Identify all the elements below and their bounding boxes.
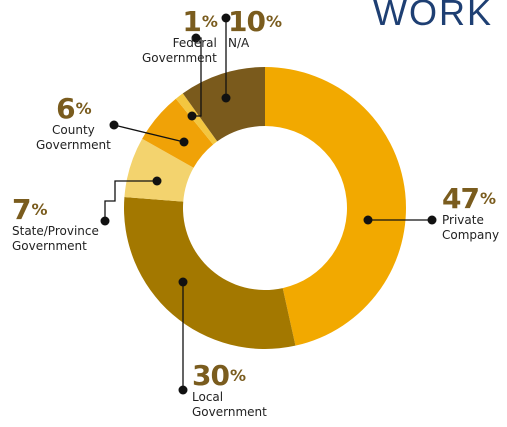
leader-dot-3-0 [179, 137, 189, 147]
percent-sign-0: % [479, 189, 496, 208]
leader-dot-5-1 [221, 13, 231, 23]
donut-slice-0 [265, 67, 406, 346]
slice-category-0: Private Company [442, 213, 499, 243]
leader-dot-4-1 [191, 33, 201, 43]
leader-dot-0-0 [363, 215, 373, 225]
percent-sign-1: % [229, 366, 246, 385]
chart-title: WORK [373, 0, 493, 33]
slice-category-4: Federal Government [142, 36, 217, 66]
slice-value-2: 7 [12, 193, 32, 226]
slice-category-line-3-0: County [52, 123, 95, 137]
slice-value-5: 10 [228, 5, 266, 38]
slice-percent-1: 30% [192, 362, 267, 390]
slice-category-line-2-0: State/Province [12, 224, 99, 238]
donut-slice-2 [124, 138, 194, 202]
slice-category-line-1-0: Local [192, 390, 224, 404]
leader-line-3 [113, 124, 185, 143]
slice-category-line-0-0: Private [442, 213, 484, 227]
slice-label-0: 47% Private Company [442, 185, 499, 243]
leader-dot-1-1 [178, 385, 188, 395]
leader-line-2 [104, 180, 157, 221]
slice-percent-2: 7% [12, 196, 99, 224]
slice-label-2: 7% State/Province Government [12, 196, 99, 254]
leader-dot-4-0 [187, 111, 197, 121]
slice-category-1: Local Government [192, 390, 267, 420]
slice-percent-4: 1% [142, 5, 218, 38]
donut-slice-4 [175, 93, 218, 145]
slice-percent-3: 6% [36, 95, 111, 123]
slice-label-3: 6% County Government [36, 95, 111, 153]
slice-category-line-4-1: Government [142, 51, 217, 65]
slice-category-line-1-1: Government [192, 405, 267, 419]
leader-dot-2-0 [152, 176, 162, 186]
slice-category-line-2-1: Government [12, 239, 87, 253]
donut-slice-1 [123, 197, 296, 349]
percent-sign-2: % [31, 200, 47, 219]
percent-sign-3: % [75, 99, 92, 118]
percent-sign-4: % [201, 12, 218, 31]
slice-percent-0: 47% [442, 185, 499, 213]
leader-dot-3-1 [109, 120, 119, 130]
slice-value-3: 6 [56, 92, 76, 125]
slice-category-5: N/A [228, 36, 281, 51]
slice-category-line-4-0: Federal [172, 36, 217, 50]
slice-category-line-3-1: Government [36, 138, 111, 152]
slice-value-4: 1 [182, 5, 202, 38]
slice-label-1: 30% Local Government [192, 362, 267, 420]
donut-slice-3 [142, 98, 214, 168]
slice-category-3: County Government [36, 123, 111, 153]
slice-percent-5: 10% [228, 5, 282, 38]
leader-dot-5-0 [221, 93, 231, 103]
slice-value-0: 47 [442, 182, 480, 215]
slice-label-5: 10% N/A [228, 5, 282, 51]
slice-value-1: 30 [192, 359, 230, 392]
percent-sign-5: % [265, 12, 282, 31]
leader-dot-2-1 [100, 216, 110, 226]
leader-dot-0-1 [427, 215, 437, 225]
slice-category-2: State/Province Government [12, 224, 99, 254]
slice-category-line-0-1: Company [442, 228, 500, 242]
slice-label-4: 1% Federal Government [142, 5, 218, 66]
donut-slice-5 [182, 67, 265, 142]
leader-dot-1-0 [178, 277, 188, 287]
slice-category-line-5-0: N/A [228, 36, 250, 50]
